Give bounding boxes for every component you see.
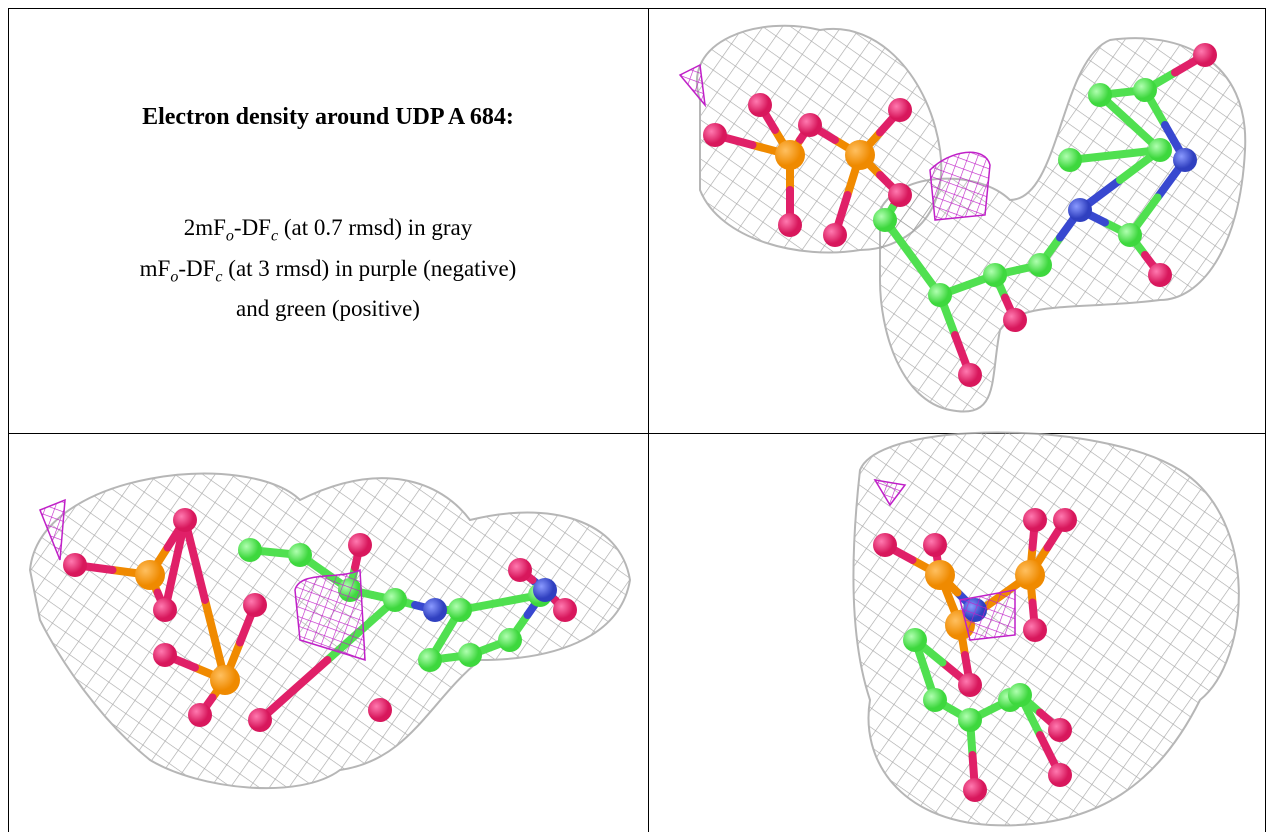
atom [1023,508,1047,532]
text-run: (at 3 rmsd) in purple (negative) [223,256,517,281]
atom [423,598,447,622]
atom [153,643,177,667]
atom [135,560,165,590]
atom [383,588,407,612]
atom [923,533,947,557]
density-mesh [880,38,1245,411]
atom [1088,83,1112,107]
atom [888,98,912,122]
atom [63,553,87,577]
atom [1068,198,1092,222]
atom [553,598,577,622]
atom [928,283,952,307]
molecule-panel [30,474,630,788]
atom [958,673,982,697]
atom [1015,560,1045,590]
atom [873,533,897,557]
atom [1003,308,1027,332]
atom [418,648,442,672]
atom [1118,223,1142,247]
text-run: -DF [178,256,215,281]
atom [958,363,982,387]
atom [238,538,262,562]
atom [1058,148,1082,172]
atom [188,703,212,727]
atom [508,558,532,582]
atom [1008,683,1032,707]
legend-line: mFo-DFc (at 3 rmsd) in purple (negative) [9,253,647,294]
atom [1133,78,1157,102]
atom [173,508,197,532]
atom [288,543,312,567]
text-run: and green (positive) [236,296,420,321]
subscript: c [215,268,222,285]
atom [458,643,482,667]
title: Electron density around UDP A 684: [9,104,647,131]
atom [923,688,947,712]
text-run: 2mF [184,215,226,240]
text-run: (at 0.7 rmsd) in gray [278,215,472,240]
molecule-panel [680,26,1245,412]
atom [1048,718,1072,742]
atom [1173,148,1197,172]
atom [1023,618,1047,642]
atom [498,628,522,652]
atom [775,140,805,170]
atom [448,598,472,622]
atom [348,533,372,557]
atom [1048,763,1072,787]
subscript: c [271,228,278,245]
atom [903,628,927,652]
difference-mesh [930,152,990,220]
atom [1193,43,1217,67]
atom [1148,138,1172,162]
atom [823,223,847,247]
atom [748,93,772,117]
atom [1053,508,1077,532]
atom [888,183,912,207]
atom [248,708,272,732]
atom [958,708,982,732]
atom [153,598,177,622]
atom [703,123,727,147]
atom [798,113,822,137]
atom [963,778,987,802]
text-cell: Electron density around UDP A 684: 2mFo-… [9,9,647,433]
atom [845,140,875,170]
subscript: o [226,228,234,245]
text-run: -DF [234,215,271,240]
difference-mesh [680,65,705,105]
molecule-panel [853,433,1238,826]
atom [1148,263,1172,287]
legend-line: 2mFo-DFc (at 0.7 rmsd) in gray [9,212,647,253]
atom [983,263,1007,287]
atom [1028,253,1052,277]
page: Electron density around UDP A 684: 2mFo-… [0,0,1273,832]
atom [925,560,955,590]
atom [873,208,897,232]
atom [778,213,802,237]
atom [533,578,557,602]
atom [368,698,392,722]
legend-line: and green (positive) [9,293,647,325]
atom [210,665,240,695]
atom [243,593,267,617]
text-run: mF [140,256,171,281]
